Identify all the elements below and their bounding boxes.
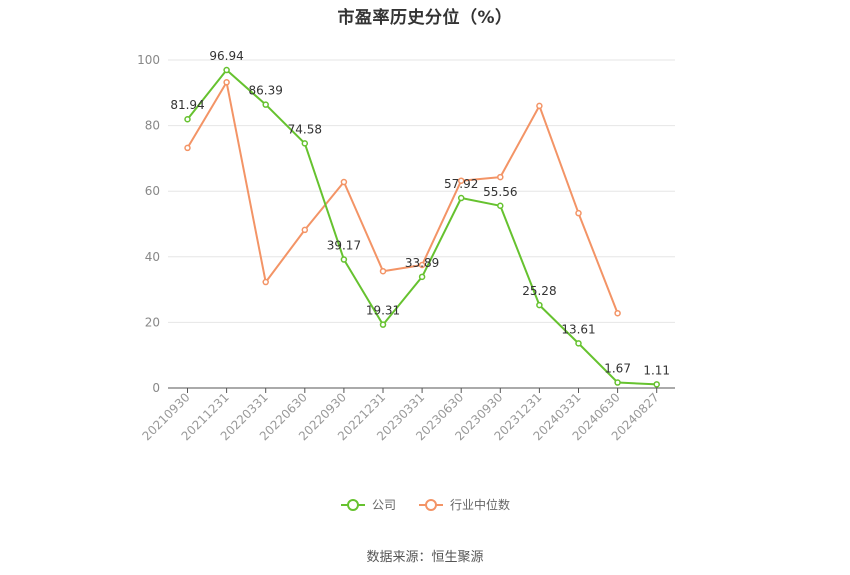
industry-median-point[interactable] bbox=[614, 309, 621, 317]
industry-median-point[interactable] bbox=[340, 178, 348, 186]
company-point[interactable] bbox=[379, 321, 387, 328]
legend-line-circle-icon bbox=[419, 498, 443, 511]
data-label: 81.94 bbox=[170, 98, 204, 112]
company-point[interactable] bbox=[418, 273, 426, 281]
industry-median-point[interactable] bbox=[301, 226, 309, 234]
source-text: 数据来源：恒生聚源 bbox=[366, 550, 484, 565]
chart-title: 市盈率历史分位（%） bbox=[337, 8, 513, 28]
industry-median-point[interactable] bbox=[379, 267, 387, 275]
company-point[interactable] bbox=[340, 256, 348, 263]
grid-lines bbox=[168, 59, 675, 323]
company-point[interactable] bbox=[301, 140, 309, 147]
legend-item-industry-median[interactable]: 行业中位数 bbox=[418, 496, 510, 513]
legend: 公司 行业中位数 bbox=[0, 496, 850, 513]
legend-label: 公司 bbox=[371, 498, 396, 512]
industry-median-point[interactable] bbox=[497, 173, 504, 181]
industry-median-line bbox=[186, 81, 619, 314]
company-point[interactable] bbox=[575, 340, 582, 347]
company-point[interactable] bbox=[614, 379, 621, 386]
industry-median-point[interactable] bbox=[418, 261, 426, 269]
y-tick-label: 0 bbox=[152, 381, 160, 395]
industry-median-point[interactable] bbox=[575, 209, 582, 217]
industry-median-point[interactable] bbox=[262, 278, 269, 286]
data-label: 19.31 bbox=[366, 304, 400, 318]
data-label: 1.11 bbox=[643, 363, 670, 377]
legend-label: 行业中位数 bbox=[450, 498, 511, 512]
series bbox=[184, 66, 660, 388]
line-chart: 0204060801002021093020211231202203312022… bbox=[137, 49, 675, 443]
company-point[interactable] bbox=[457, 194, 465, 202]
data-label: 55.56 bbox=[483, 185, 517, 199]
y-tick-label: 20 bbox=[145, 315, 160, 329]
company-line bbox=[186, 69, 657, 386]
industry-median-point[interactable] bbox=[536, 102, 543, 110]
data-label: 13.61 bbox=[561, 322, 595, 336]
company-point[interactable] bbox=[497, 202, 504, 210]
company-point[interactable] bbox=[223, 66, 230, 74]
y-tick-label: 40 bbox=[145, 250, 160, 264]
company-point[interactable] bbox=[184, 115, 191, 123]
data-label: 74.58 bbox=[288, 122, 322, 136]
legend-item-company[interactable]: 公司 bbox=[340, 496, 396, 513]
y-tick-label: 60 bbox=[145, 184, 160, 198]
y-tick-label: 80 bbox=[145, 119, 160, 133]
industry-median-point[interactable] bbox=[184, 144, 191, 152]
industry-median-point[interactable] bbox=[457, 177, 465, 184]
y-tick-label: 100 bbox=[137, 53, 160, 67]
data-label: 57.92 bbox=[444, 177, 478, 191]
data-label: 25.28 bbox=[522, 284, 556, 298]
company-point[interactable] bbox=[536, 301, 543, 309]
data-label: 39.17 bbox=[327, 239, 361, 253]
axes: 0204060801002021093020211231202203312022… bbox=[137, 53, 675, 443]
company-point[interactable] bbox=[262, 101, 269, 108]
data-label: 1.67 bbox=[604, 362, 631, 376]
industry-median-point[interactable] bbox=[223, 79, 230, 86]
data-label: 86.39 bbox=[249, 84, 283, 98]
company-point[interactable] bbox=[653, 381, 660, 388]
legend-line-circle-icon bbox=[340, 498, 365, 511]
data-label: 96.94 bbox=[209, 49, 243, 63]
data-label: 33.89 bbox=[405, 256, 439, 270]
data-labels: 81.94 96.94 86.39 74.58 39.17 19.31 33.89 57.92… bbox=[170, 49, 670, 377]
